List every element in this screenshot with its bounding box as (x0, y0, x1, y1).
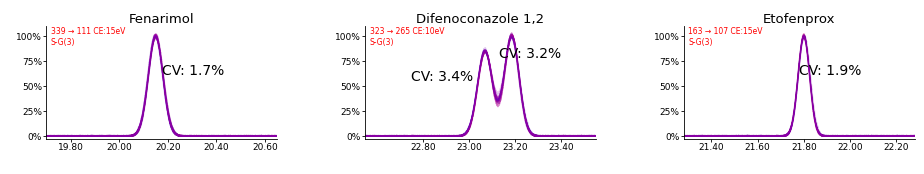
Text: CV: 1.7%: CV: 1.7% (162, 64, 224, 78)
Text: CV: 3.2%: CV: 3.2% (499, 47, 561, 61)
Text: CV: 3.4%: CV: 3.4% (411, 70, 473, 84)
Text: CV: 1.9%: CV: 1.9% (799, 64, 862, 78)
Text: 323 → 265 CE:10eV
S-G(3): 323 → 265 CE:10eV S-G(3) (370, 27, 444, 47)
Text: 339 → 111 CE:15eV
S-G(3): 339 → 111 CE:15eV S-G(3) (51, 27, 125, 47)
Text: 163 → 107 CE:15eV
S-G(3): 163 → 107 CE:15eV S-G(3) (688, 27, 763, 47)
Title: Difenoconazole 1,2: Difenoconazole 1,2 (417, 13, 544, 26)
Title: Etofenprox: Etofenprox (763, 13, 835, 26)
Title: Fenarimol: Fenarimol (128, 13, 195, 26)
